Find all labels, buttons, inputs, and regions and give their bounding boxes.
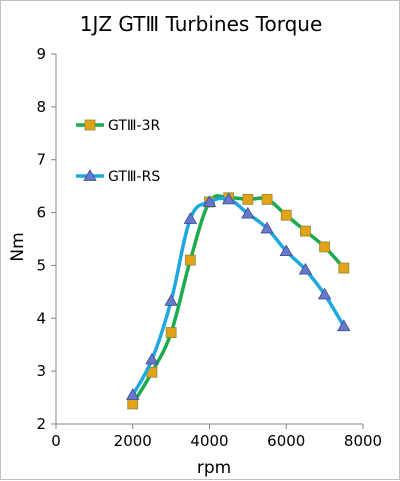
data-point xyxy=(298,262,313,275)
legend-item: GTⅢ-3R xyxy=(76,118,161,134)
y-axis-title: Nm xyxy=(8,232,28,261)
data-point xyxy=(280,209,292,221)
legend-label: GTⅢ-3R xyxy=(108,118,161,134)
y-tick-label: 7 xyxy=(36,151,46,169)
data-point xyxy=(126,388,140,400)
data-point xyxy=(338,262,350,274)
legend-marker xyxy=(84,119,96,131)
legend-item: GTⅢ-RS xyxy=(76,169,160,185)
data-point xyxy=(221,192,236,205)
legend-label: GTⅢ-RS xyxy=(108,169,160,185)
data-point xyxy=(300,225,311,237)
data-point xyxy=(145,352,159,365)
series-1 xyxy=(127,192,350,410)
chart-title: 1JZ GTⅢ Turbines Torque xyxy=(80,12,323,36)
data-point xyxy=(317,287,332,300)
data-point xyxy=(164,294,178,306)
y-tick-label: 8 xyxy=(36,98,46,116)
y-tick-label: 3 xyxy=(36,362,46,380)
x-tick-label: 6000 xyxy=(267,432,305,450)
y-tick-label: 2 xyxy=(36,415,46,433)
x-tick-label: 2000 xyxy=(114,432,152,450)
x-tick-label: 8000 xyxy=(344,432,382,450)
series-2 xyxy=(126,192,351,400)
data-point xyxy=(279,244,293,257)
data-point xyxy=(242,193,254,205)
series-line xyxy=(131,196,346,396)
x-tick-label: 4000 xyxy=(190,432,228,450)
legend-marker xyxy=(83,169,97,181)
data-point xyxy=(241,206,255,219)
axes: 2 3 4 5 6 7 8 9 0 2000 4000 6000 8000 xyxy=(36,45,382,450)
data-point xyxy=(184,254,196,266)
data-point xyxy=(202,195,217,207)
data-point xyxy=(319,241,331,253)
y-tick-label: 5 xyxy=(36,256,46,274)
y-tick-label: 6 xyxy=(36,204,46,222)
data-point xyxy=(337,319,351,332)
data-point xyxy=(127,398,139,410)
series-line xyxy=(131,194,346,405)
data-point xyxy=(260,221,274,234)
data-point xyxy=(165,327,177,338)
data-point xyxy=(261,193,273,205)
legend: GTⅢ-3R GTⅢ-RS xyxy=(76,118,161,185)
x-tick-label: 0 xyxy=(51,432,61,450)
data-point xyxy=(183,212,198,224)
x-axis-title: rpm xyxy=(197,458,231,478)
y-tick-label: 4 xyxy=(36,309,46,327)
series-layer xyxy=(126,192,351,410)
y-tick-label: 9 xyxy=(36,45,46,63)
